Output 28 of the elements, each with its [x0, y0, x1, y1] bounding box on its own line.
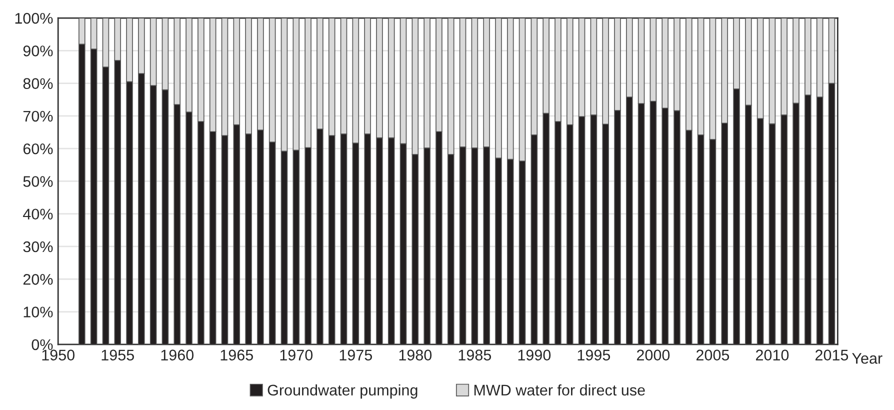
y-tick-label: 10% [24, 306, 53, 318]
x-tick-label: 1950 [42, 350, 75, 360]
x-tick-label: 1955 [102, 350, 134, 360]
x-tick-label: 2000 [636, 350, 670, 360]
y-tick-label: 50% [23, 176, 53, 187]
y-tick-label: 100% [15, 12, 53, 24]
legend-label: Groundwater pumping [268, 384, 418, 399]
y-tick-label: 60% [23, 143, 53, 154]
x-axis-title: Year [852, 353, 882, 364]
x-tick-label: 1985 [458, 350, 492, 360]
x-tick-label: 1995 [578, 350, 610, 360]
y-tick-label: 0% [32, 339, 53, 350]
x-tick-label: 1980 [399, 350, 432, 360]
y-tick-label: 70% [23, 110, 53, 122]
x-tick-label: 1990 [518, 350, 551, 360]
legend-label: MWD water for direct use [474, 384, 645, 396]
x-tick-label: 1970 [280, 350, 313, 360]
y-tick-label: 30% [23, 241, 53, 252]
x-tick-label: 1975 [340, 350, 372, 360]
x-tick-label: 2015 [816, 350, 848, 360]
x-tick-label: 1965 [220, 350, 253, 360]
x-tick-label: 1960 [161, 350, 194, 360]
y-tick-label: 90% [23, 46, 53, 56]
y-tick-label: 40% [23, 208, 53, 220]
x-tick-label: 2010 [756, 350, 789, 360]
y-tick-label: 80% [23, 78, 53, 89]
y-tick-label: 20% [23, 274, 53, 285]
x-tick-label: 2005 [696, 350, 730, 360]
